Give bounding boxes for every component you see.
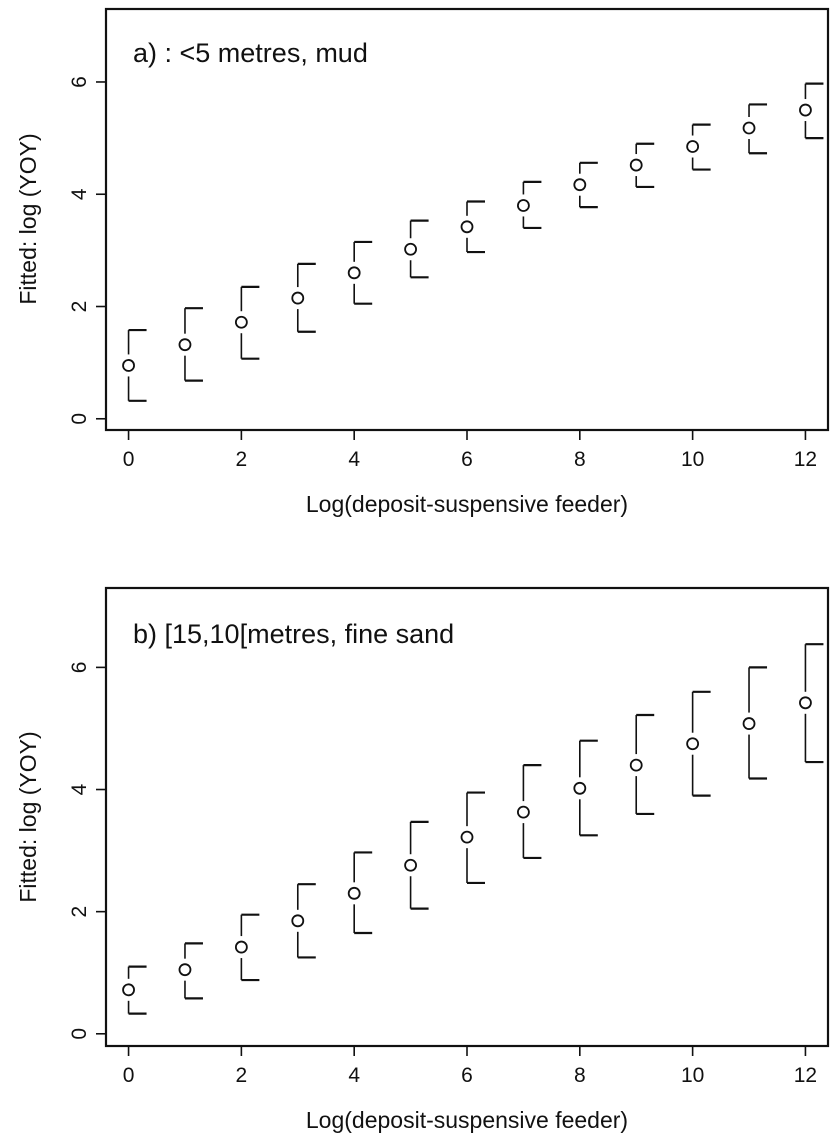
fitted-point — [347, 886, 361, 900]
fitted-point — [347, 266, 361, 280]
x-tick-label: 2 — [236, 1064, 248, 1087]
x-tick-label: 2 — [236, 448, 248, 471]
fitted-point — [686, 140, 700, 153]
x-tick-label: 12 — [794, 1064, 817, 1087]
fitted-point — [178, 963, 192, 977]
x-tick-label: 10 — [681, 448, 704, 471]
fitted-point — [799, 696, 812, 710]
x-tick-label: 6 — [461, 1064, 473, 1087]
y-tick-label: 0 — [68, 413, 91, 425]
y-axis-label: Fitted: log (YOY) — [15, 133, 41, 304]
fitted-point — [122, 359, 135, 372]
x-tick-label: 12 — [794, 448, 817, 471]
y-tick-label: 4 — [68, 783, 91, 795]
y-tick-label: 6 — [68, 76, 91, 88]
fitted-point — [404, 242, 417, 256]
y-tick-label: 2 — [68, 906, 91, 918]
x-ticks: 0 2 4 6 8 10 12 — [123, 1046, 817, 1087]
x-axis-label: Log(deposit-suspensive feeder) — [306, 1107, 628, 1133]
panel-title: b) [15,10[metres, fine sand — [133, 619, 454, 649]
fitted-point — [629, 758, 643, 772]
plot-frame — [104, 7, 830, 432]
y-ticks: 0 2 4 6 — [68, 76, 106, 425]
fitted-point — [178, 338, 192, 352]
fitted-point — [799, 103, 812, 117]
x-tick-label: 8 — [574, 1064, 586, 1087]
fitted-point — [686, 737, 700, 751]
interval-marks — [122, 643, 824, 1015]
x-tick-label: 0 — [123, 1064, 135, 1087]
fitted-point — [742, 121, 756, 135]
panel-b: b) [15,10[metres, fine sand 0 2 4 6 8 10 12 0 2… — [15, 586, 830, 1133]
y-tick-label: 2 — [68, 301, 91, 313]
x-tick-label: 8 — [574, 448, 586, 471]
fitted-point — [517, 805, 530, 819]
fitted-point — [460, 830, 474, 844]
panel-a: a) : <5 metres, mud 0 2 4 6 8 10 12 0 2 4 6 Log(d… — [15, 7, 830, 517]
fitted-point — [460, 220, 474, 234]
panel-title: a) : <5 metres, mud — [133, 38, 368, 68]
y-tick-label: 0 — [68, 1028, 91, 1040]
x-tick-label: 4 — [348, 448, 360, 471]
interval-marks — [122, 82, 824, 402]
y-tick-label: 4 — [68, 188, 91, 200]
x-ticks: 0 2 4 6 8 10 12 — [123, 430, 817, 471]
fitted-point — [291, 291, 305, 305]
fitted-point — [291, 914, 305, 928]
y-tick-label: 6 — [68, 662, 91, 674]
x-axis-label: Log(deposit-suspensive feeder) — [306, 491, 628, 517]
fitted-point — [517, 199, 530, 212]
x-tick-label: 10 — [681, 1064, 704, 1087]
fitted-point — [234, 315, 248, 329]
y-axis-label: Fitted: log (YOY) — [15, 731, 41, 902]
fitted-point — [404, 858, 417, 872]
fitted-point — [573, 178, 587, 192]
fitted-point — [122, 983, 135, 997]
y-ticks: 0 2 4 6 — [68, 662, 106, 1040]
fitted-point — [742, 717, 756, 730]
x-tick-label: 4 — [348, 1064, 360, 1087]
x-tick-label: 6 — [461, 448, 473, 471]
fitted-point — [573, 781, 587, 795]
fitted-point — [629, 158, 643, 172]
fitted-point — [234, 940, 248, 954]
x-tick-label: 0 — [123, 448, 135, 471]
